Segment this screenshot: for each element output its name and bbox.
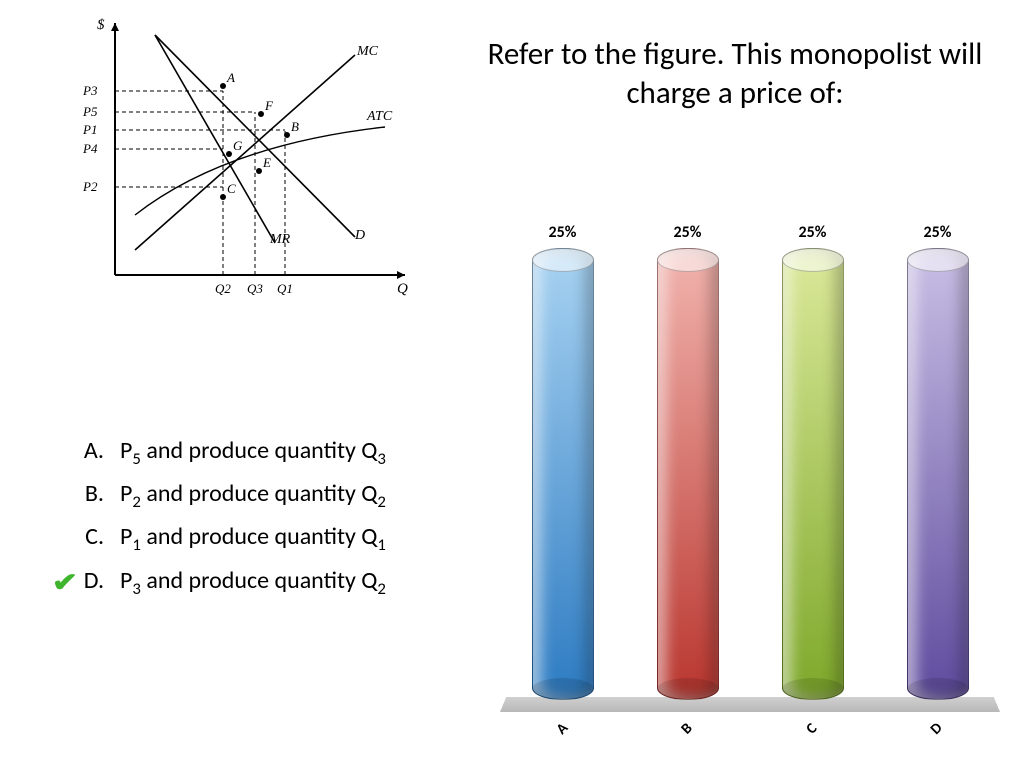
svg-text:P1: P1 xyxy=(82,122,97,137)
svg-text:Q1: Q1 xyxy=(277,281,293,296)
svg-text:A: A xyxy=(226,70,235,85)
svg-text:P3: P3 xyxy=(82,83,98,98)
bar-percent: 25% xyxy=(924,223,952,242)
bar-percent: 25% xyxy=(799,223,827,242)
bar-percent: 25% xyxy=(674,223,702,242)
svg-text:P5: P5 xyxy=(82,104,98,119)
answer-letter: A. xyxy=(80,430,104,472)
svg-text:P2: P2 xyxy=(82,179,98,194)
answer-list: A. P5 and produce quantity Q3 B. P2 and pro… xyxy=(80,430,480,603)
svg-text:C: C xyxy=(227,181,236,196)
bar-cylinder xyxy=(907,248,969,700)
question-title: Refer to the figure. This monopolist wil… xyxy=(470,35,1000,113)
economics-graph: $ Q P3 P5 P1 P4 P2 Q2 Q3 Q1 MC ATC D MR A F B G E C xyxy=(75,15,415,305)
bar-cylinder xyxy=(532,248,594,700)
svg-text:Q2: Q2 xyxy=(215,281,231,296)
answer-option[interactable]: B. P2 and produce quantity Q2 xyxy=(80,473,480,516)
bar-label: C xyxy=(803,720,821,738)
bar-cylinder xyxy=(782,248,844,700)
svg-text:P4: P4 xyxy=(82,141,98,156)
svg-text:B: B xyxy=(291,119,299,134)
poll-bar: 25% xyxy=(782,223,844,700)
svg-text:ATC: ATC xyxy=(366,109,393,124)
answer-text: P5 and produce quantity Q3 xyxy=(120,430,386,473)
svg-text:Q: Q xyxy=(397,281,408,297)
svg-text:$: $ xyxy=(97,17,105,33)
answer-letter: D. xyxy=(80,560,104,602)
answer-option[interactable]: D. P3 and produce quantity Q2 xyxy=(80,560,480,603)
svg-text:E: E xyxy=(262,155,271,170)
bar-percent: 25% xyxy=(549,223,577,242)
svg-text:Q3: Q3 xyxy=(247,281,263,296)
bar-label: B xyxy=(678,720,697,739)
answer-text: P3 and produce quantity Q2 xyxy=(120,560,386,603)
correct-check-icon: ✔ xyxy=(52,566,78,598)
answer-text: P1 and produce quantity Q1 xyxy=(120,516,386,559)
svg-text:G: G xyxy=(233,138,243,153)
answer-option[interactable]: C. P1 and produce quantity Q1 xyxy=(80,516,480,559)
svg-text:MR: MR xyxy=(269,232,291,247)
poll-bar: 25% xyxy=(907,223,969,700)
poll-bar: 25% xyxy=(657,223,719,700)
answer-letter: C. xyxy=(80,516,104,558)
poll-bar-chart: 25% 25% 25% 25% A B C D xyxy=(500,180,1000,740)
poll-bar: 25% xyxy=(532,223,594,700)
bar-cylinder xyxy=(657,248,719,700)
svg-text:F: F xyxy=(264,98,274,113)
answer-text: P2 and produce quantity Q2 xyxy=(120,473,386,516)
answer-letter: B. xyxy=(80,473,104,515)
answer-option[interactable]: A. P5 and produce quantity Q3 xyxy=(80,430,480,473)
bar-label: A xyxy=(553,719,572,738)
svg-text:MC: MC xyxy=(356,44,379,59)
bar-label: D xyxy=(927,719,946,738)
svg-text:D: D xyxy=(354,228,365,243)
